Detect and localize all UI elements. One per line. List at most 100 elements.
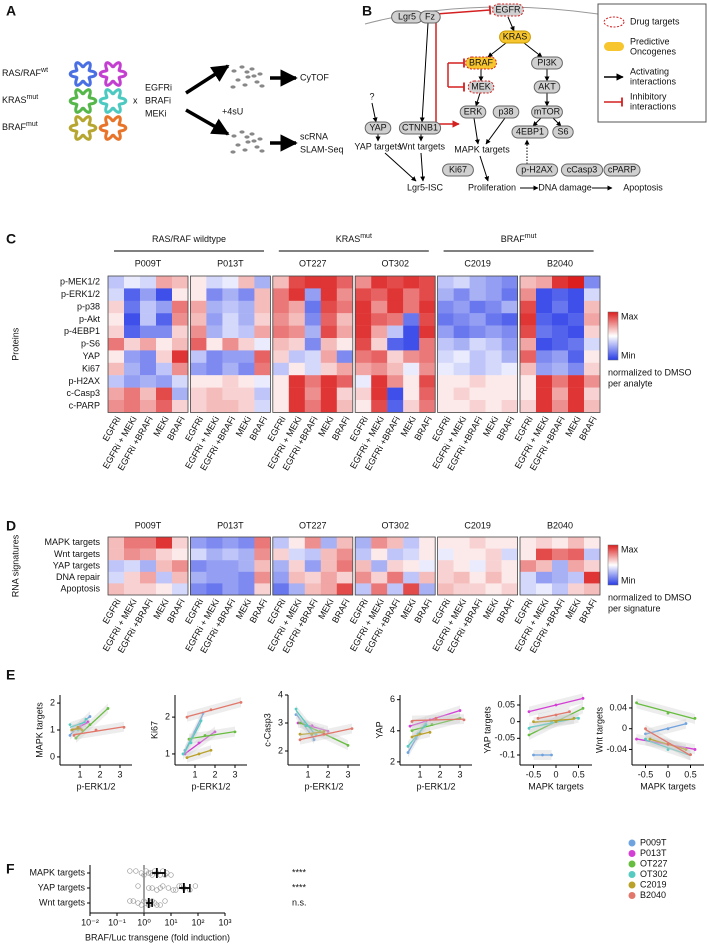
cell-dot (259, 84, 265, 88)
cell-label: KRASmut (2, 94, 38, 106)
heatmap-cell (156, 571, 173, 584)
heatmap-cell (520, 300, 537, 314)
heatmap-cell (469, 387, 486, 401)
heatmap-cell (222, 400, 239, 413)
heatmap-cell (108, 276, 125, 289)
point (406, 751, 410, 754)
cell-dot (251, 139, 257, 143)
node-box (531, 56, 563, 70)
heatmap-cell (124, 571, 141, 584)
heatmap-cell (568, 350, 585, 363)
node-box (515, 163, 559, 177)
heatmap-cell (371, 350, 388, 363)
heatmap-cell (403, 313, 420, 326)
heatmap-cell (355, 583, 372, 596)
heatmap-cell (254, 325, 271, 339)
node-label: p-H2AX (521, 164, 553, 174)
heatmap-cell (336, 583, 353, 596)
heatmap-cell (288, 387, 305, 401)
heatmap-cell (320, 375, 337, 388)
y-tick-label: 0 (510, 716, 515, 726)
heatmap-cell (536, 300, 553, 314)
y-tick-label: 2 (165, 711, 170, 721)
heatmap-cell (419, 313, 436, 326)
heatmap-cell (304, 571, 321, 584)
point (550, 753, 553, 757)
heatmap-cell (437, 362, 454, 376)
heatmap-cell (288, 571, 305, 584)
group-label: BRAFmut (501, 233, 537, 245)
heatmap-cell (387, 362, 404, 376)
y-tick-label: -0.05 (494, 733, 515, 743)
heatmap-cell (355, 350, 372, 363)
heatmap-cell (124, 276, 141, 289)
node-box (398, 121, 442, 135)
colorbar-label: Max (621, 311, 639, 321)
point (572, 716, 576, 720)
cell-dot (249, 67, 255, 71)
label-4su: +4sU (222, 106, 243, 116)
node-label: mTOR (534, 106, 561, 116)
cell-label-sup: mut (26, 121, 38, 128)
heatmap-cell (437, 571, 454, 584)
point (197, 741, 201, 745)
heatmap-cell (584, 537, 601, 549)
row-label: p-4EBP1 (64, 326, 100, 336)
heatmap-cell (469, 583, 486, 596)
group-label-text: KRAS (336, 234, 361, 244)
heatmap-cell (437, 325, 454, 339)
heatmap-cell (190, 400, 207, 413)
y-axis-label: YAP (374, 721, 384, 738)
heatmap-cell (552, 400, 569, 413)
node-box (511, 125, 549, 139)
cell-dot (257, 72, 263, 76)
cell-dot (249, 132, 255, 136)
x-axis-label: p-ERK1/2 (416, 781, 455, 791)
heatmap-cell (584, 338, 601, 351)
heatmap-cell (355, 288, 372, 301)
legend-label: B2040 (640, 890, 666, 900)
heatmap-cell (419, 548, 436, 561)
heatmap-cell (288, 548, 305, 561)
heatmap-cell (254, 375, 271, 388)
times: x (133, 95, 138, 105)
heatmap-cell (371, 300, 388, 314)
heatmap-cell (238, 350, 255, 363)
heatmap-cell (371, 387, 388, 401)
point (154, 887, 160, 893)
heatmap-cell (419, 537, 436, 549)
heatmap-cell (336, 548, 353, 561)
heatmap-cell (156, 583, 173, 596)
fit-line (645, 729, 691, 757)
heatmap-cell (222, 288, 239, 301)
node-label: DNA damage (538, 182, 592, 192)
point (644, 732, 647, 736)
heatmap-cell (403, 276, 420, 289)
heatmap-cell (320, 325, 337, 339)
heatmap-cell (272, 583, 289, 596)
legend-text: Oncogenes (630, 46, 677, 56)
x-tick-label: 3 (232, 769, 237, 779)
heatmap-cell (172, 375, 189, 388)
heatmap-cell (254, 400, 271, 413)
node-label: S6 (557, 126, 568, 136)
panel-label: F (6, 861, 15, 877)
heatmap-cell (453, 325, 470, 339)
x-tick-label: 10⁻² (81, 917, 99, 927)
node-box (492, 3, 524, 17)
y-axis-label: RNA signatures (10, 534, 20, 597)
heatmap-cell (320, 548, 337, 561)
heatmap-cell (304, 362, 321, 376)
heatmap-cell (320, 300, 337, 314)
row-label: p-MEK1/2 (60, 277, 100, 287)
node-box (560, 163, 604, 177)
heatmap-cell (485, 313, 502, 326)
organoid (98, 115, 128, 141)
heatmap-cell (520, 548, 537, 561)
heatmap-cell (304, 300, 321, 314)
heatmap-cell (140, 325, 157, 339)
row-label: YAP (83, 351, 100, 361)
point (165, 885, 172, 891)
x-axis-label: MAPK targets (528, 781, 584, 791)
node-box (603, 163, 641, 177)
